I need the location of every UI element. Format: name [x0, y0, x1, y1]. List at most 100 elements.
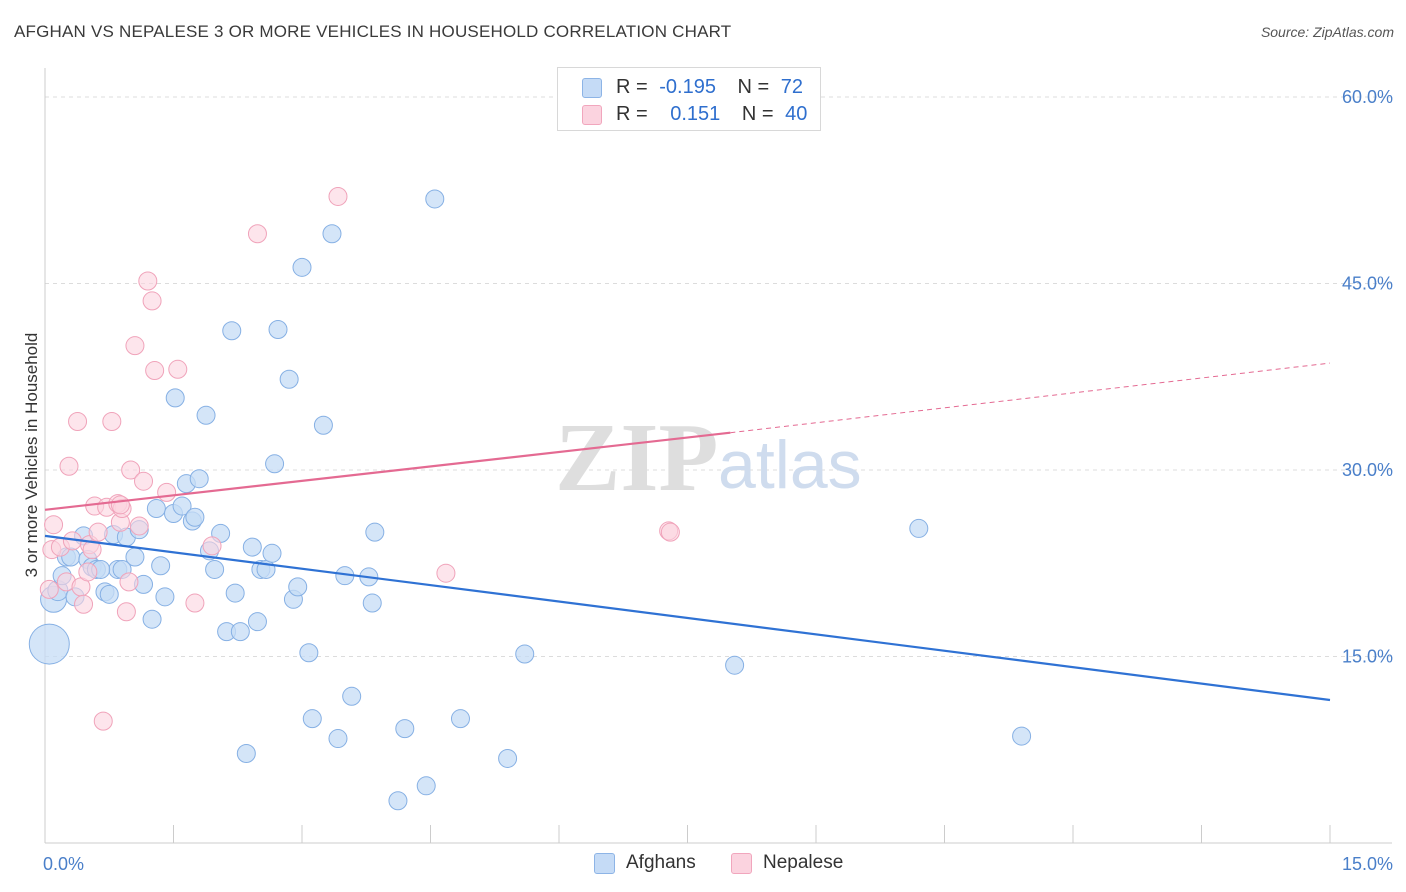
- afghans-point-64: [450, 709, 470, 729]
- afghans-point-59: [365, 522, 385, 542]
- nepalese-point-9: [74, 594, 94, 614]
- nepalese-point-24: [125, 336, 145, 356]
- y-tick-label-0: 15.0%: [1342, 647, 1393, 667]
- nepalese-trend-extension: [730, 362, 1331, 434]
- nepalese-point-22: [119, 572, 139, 592]
- afghans-point-45: [268, 320, 288, 340]
- afghans-point-37: [230, 622, 250, 642]
- nepalese-trend-line: [44, 431, 731, 511]
- afghans-point-53: [322, 224, 342, 244]
- afghans-point-19: [142, 609, 162, 629]
- nepalese-point-34: [247, 224, 267, 244]
- nepalese-point-25: [129, 516, 149, 536]
- nepalese-point-26: [134, 471, 154, 491]
- nepalese-point-5: [59, 456, 79, 476]
- axes: [44, 68, 1392, 844]
- nepalese-point-31: [168, 359, 188, 379]
- afghans-point-36: [225, 583, 245, 603]
- watermark-zip: ZIP: [555, 404, 718, 512]
- nepalese-point-30: [157, 482, 177, 502]
- tick-labels: 15.0% 30.0% 45.0% 60.0% 0.0% 15.0%: [43, 87, 1393, 874]
- afghans-r-value: -0.195: [659, 76, 716, 98]
- chart-title: AFGHAN VS NEPALESE 3 OR MORE VEHICLES IN…: [14, 22, 732, 41]
- nepalese-point-17: [102, 412, 122, 432]
- nepalese-point-23: [121, 460, 141, 480]
- afghans-point-67: [725, 655, 745, 675]
- nepalese-point-27: [138, 271, 158, 291]
- afghans-point-38: [236, 743, 256, 763]
- afghans-point-29: [189, 469, 209, 489]
- y-axis-label: 3 or more Vehicles in Household: [22, 333, 41, 578]
- afghans-points: [28, 189, 1032, 811]
- afghans-legend-label: Afghans: [626, 852, 696, 873]
- nepalese-point-15: [93, 711, 113, 731]
- nepalese-point-14: [88, 522, 108, 542]
- afghans-trend-line: [44, 534, 1331, 702]
- nepalese-point-32: [185, 593, 205, 613]
- nepalese-point-33: [202, 536, 222, 556]
- afghans-point-44: [265, 454, 285, 474]
- afghans-n-label: N =: [737, 76, 770, 98]
- afghans-point-0: [28, 623, 70, 665]
- trend-lines: [44, 362, 1331, 702]
- nepalese-r-label: R =: [616, 103, 648, 125]
- nepalese-point-12: [82, 540, 102, 560]
- afghans-point-48: [288, 577, 308, 597]
- nepalese-point-2: [44, 515, 64, 535]
- afghans-point-28: [185, 507, 205, 527]
- nepalese-point-0: [39, 579, 59, 599]
- nepalese-point-38: [660, 522, 680, 542]
- afghans-point-52: [313, 415, 333, 435]
- y-tick-label-1: 30.0%: [1342, 460, 1393, 480]
- afghans-point-30: [196, 405, 216, 425]
- afghans-point-68: [909, 518, 929, 538]
- afghans-point-21: [151, 556, 171, 576]
- afghans-legend-swatch: [594, 853, 615, 874]
- correlation-legend: R = -0.195 N = 72 R = 0.151 N = 40: [557, 67, 821, 131]
- afghans-r-label: R =: [616, 76, 648, 98]
- nepalese-legend-label: Nepalese: [763, 852, 844, 873]
- afghans-point-24: [165, 388, 185, 408]
- afghans-point-43: [262, 543, 282, 563]
- afghans-point-69: [1012, 726, 1032, 746]
- afghans-point-25: [172, 496, 192, 516]
- afghans-point-56: [342, 686, 362, 706]
- nepalese-point-28: [142, 291, 162, 311]
- afghans-point-62: [416, 776, 436, 796]
- nepalese-n-label: N =: [741, 103, 774, 125]
- nepalese-legend-swatch: [731, 853, 752, 874]
- nepalese-swatch: [582, 105, 602, 125]
- afghans-point-50: [299, 643, 319, 663]
- watermark-atlas: atlas: [718, 427, 862, 503]
- afghans-point-60: [388, 791, 408, 811]
- nepalese-point-29: [145, 361, 165, 381]
- nepalese-point-36: [436, 563, 456, 583]
- afghans-point-32: [205, 559, 225, 579]
- nepalese-n-value: 40: [785, 103, 808, 125]
- x-tick-label-0: 0.0%: [43, 854, 84, 874]
- x-tick-label-1: 15.0%: [1342, 854, 1393, 874]
- afghans-point-22: [155, 587, 175, 607]
- afghans-point-51: [302, 709, 322, 729]
- source-credit: Source: ZipAtlas.com: [1260, 24, 1394, 40]
- afghans-n-value: 72: [780, 76, 804, 98]
- nepalese-points: [39, 186, 680, 731]
- afghans-point-46: [279, 369, 299, 389]
- nepalese-point-10: [78, 562, 98, 582]
- nepalese-r-value: 0.151: [670, 103, 721, 125]
- nepalese-point-39: [110, 495, 130, 515]
- nepalese-point-21: [116, 602, 136, 622]
- afghans-point-58: [362, 593, 382, 613]
- afghans-point-39: [242, 537, 262, 557]
- grid-lines: [45, 96, 1392, 657]
- afghans-point-65: [498, 748, 518, 768]
- afghans-point-63: [425, 189, 445, 209]
- afghans-point-66: [515, 644, 535, 664]
- afghans-point-40: [247, 612, 267, 632]
- nepalese-point-7: [68, 412, 88, 432]
- y-tick-label-2: 45.0%: [1342, 274, 1393, 294]
- watermark: ZIP atlas: [555, 404, 862, 512]
- afghans-point-20: [146, 499, 166, 519]
- afghans-point-49: [292, 257, 312, 277]
